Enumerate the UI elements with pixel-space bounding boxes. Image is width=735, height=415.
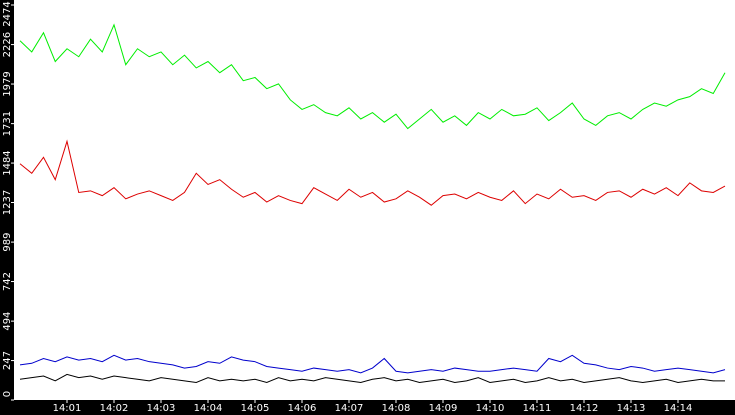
x-tick-label: 14:07: [335, 403, 364, 414]
x-tick-label: 14:03: [147, 403, 176, 414]
x-tick-label: 14:14: [664, 403, 693, 414]
y-tick-label: 494: [2, 312, 13, 331]
x-axis-strip: [0, 400, 735, 415]
x-tick-label: 14:11: [523, 403, 552, 414]
series-line: [19, 354, 726, 374]
x-tick-label: 14:12: [570, 403, 599, 414]
y-tick-label: 2226: [2, 32, 13, 57]
x-tick-label: 14:02: [100, 403, 129, 414]
y-tick-label: 1237: [2, 190, 13, 215]
y-tick-label: 247: [2, 351, 13, 370]
y-tick-label: 1484: [2, 150, 13, 175]
y-tick-label: 1731: [2, 111, 13, 136]
x-tick-label: 14:08: [382, 403, 411, 414]
x-tick-label: 14:10: [476, 403, 505, 414]
y-tick-label: 2474: [2, 1, 13, 26]
x-tick-label: 14:13: [617, 403, 646, 414]
x-tick-label: 14:05: [241, 403, 270, 414]
series-line: [19, 373, 725, 383]
x-tick-label: 14:09: [429, 403, 458, 414]
y-tick-label: 742: [2, 272, 13, 291]
y-axis-strip: [0, 0, 14, 415]
x-tick-label: 14:04: [194, 403, 223, 414]
y-tick-label: 0: [2, 391, 13, 397]
x-tick-label: 14:06: [288, 403, 317, 414]
series-line: [19, 23, 726, 130]
y-tick-label: 1979: [2, 71, 13, 96]
y-tick-label: 989: [2, 233, 13, 252]
x-tick-label: 14:01: [53, 403, 82, 414]
plot-area: [14, 0, 735, 400]
series-line: [19, 139, 726, 206]
